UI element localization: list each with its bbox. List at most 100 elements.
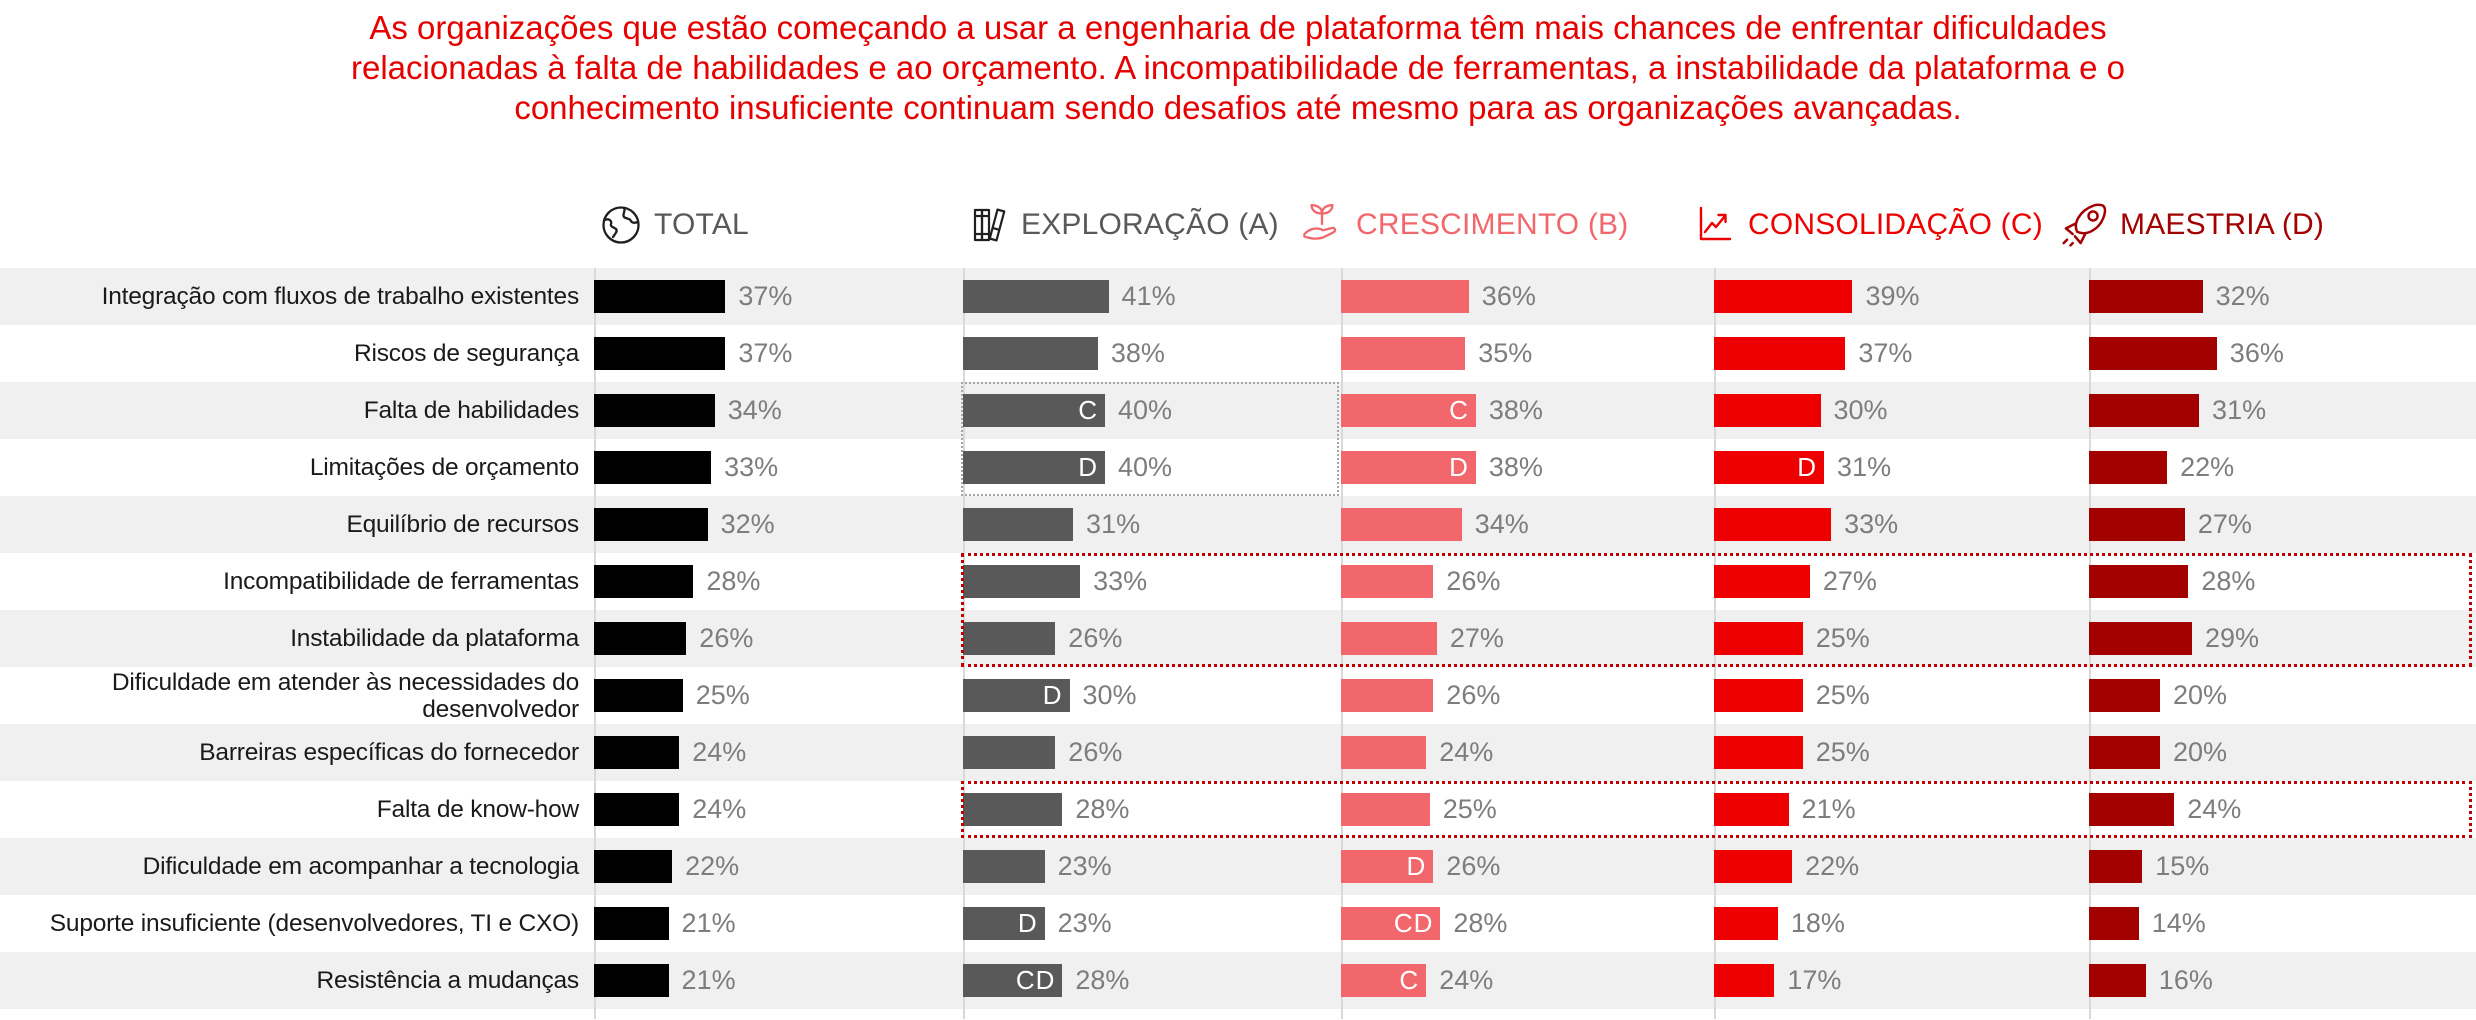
bar: D [1341,850,1434,883]
bar-cell: C 38% [1341,382,1714,439]
bar: C [1341,964,1427,997]
bar-value-label: 33% [1093,566,1148,596]
bar-value-label: 28% [2201,566,2256,596]
bar-cell: 31% [2089,382,2476,439]
bar-cell: 22% [1714,838,2089,895]
bar-value-label: 24% [692,737,747,767]
bar-value-label: 20% [2173,680,2228,710]
bar-cell: D 38% [1341,439,1714,496]
bar-cell: 26% [963,724,1341,781]
bar-cell: 31% [963,496,1341,553]
bar-cell: 33% [1714,496,2089,553]
column-header-label: TOTAL [654,208,749,241]
bar-cell: C 40% [963,382,1341,439]
bar [2089,850,2143,883]
significance-tag: C [1078,395,1098,425]
bar [963,565,1081,598]
bar-value-label: 23% [1057,908,1112,938]
column-header-label: CONSOLIDAÇÃO (C) [1748,208,2043,241]
bar-cell: 24% [594,724,963,781]
bar: C [1341,394,1476,427]
bar-value-label: 39% [1865,281,1920,311]
bar-cell: D 26% [1341,838,1714,895]
title-line-2: relacionadas à falta de habilidades e ao… [351,49,2125,86]
bar-cell: 26% [1341,667,1714,724]
bar-cell: 33% [963,553,1341,610]
bar-value-label: 26% [1068,623,1123,653]
column-header-label: CRESCIMENTO (B) [1356,208,1629,241]
bar-cell: 21% [1714,781,2089,838]
significance-tag: D [1017,908,1038,938]
bar-value-label: 17% [1787,965,1842,995]
bar [594,679,683,712]
bar-value-label: 31% [1837,452,1892,482]
bar [1341,736,1427,769]
bar-cell: 28% [594,553,963,610]
bar-value-label: 26% [1446,851,1501,881]
bar-cell: 21% [594,952,963,1009]
bar-value-label: 28% [1075,794,1130,824]
table-row: Instabilidade da plataforma 26% 26% 27% 25% 2… [0,610,2476,667]
bar-cell: D 23% [963,895,1341,952]
table-row: Barreiras específicas do fornecedor 24% 26… [0,724,2476,781]
bar [1341,280,1469,313]
bar-cell: CD 28% [963,952,1341,1009]
bar-value-label: 40% [1118,452,1173,482]
row-label: Falta de know-how [376,796,579,823]
bar [2089,451,2168,484]
bar-value-label: 30% [1082,680,1137,710]
bar-value-label: 22% [1805,851,1860,881]
bar [594,508,708,541]
column-header-5: MAESTRIA (D) [2058,186,2324,264]
bar-cell: 21% [594,895,963,952]
bar [1714,565,1810,598]
table-row: Equilíbrio de recursos 32% 31% 34% 33% 27% [0,496,2476,553]
column-header-4: CONSOLIDAÇÃO (C) [1692,186,2043,264]
bar-cell: C 24% [1341,952,1714,1009]
significance-tag: CD [1015,965,1056,995]
bar [1714,850,1793,883]
bar [2089,280,2203,313]
bar-value-label: 24% [1439,965,1494,995]
bar-value-label: 20% [2173,737,2228,767]
bar [963,280,1109,313]
bar-cell: 34% [1341,496,1714,553]
bar-cell: 24% [2089,781,2476,838]
bar-cell: 25% [1714,667,2089,724]
bar-value-label: 28% [1075,965,1130,995]
significance-tag: CD [1393,908,1434,938]
bar-cell: 24% [1341,724,1714,781]
bar: D [1714,451,1825,484]
bar-cell: 41% [963,268,1341,325]
bar-value-label: 40% [1118,395,1173,425]
bar: CD [963,964,1063,997]
bar: D [963,907,1045,940]
bar-cell: 23% [963,838,1341,895]
bar-cell: 18% [1714,895,2089,952]
bar-value-label: 38% [1110,338,1165,368]
bar-cell: 38% [963,325,1341,382]
bar-cell: 25% [1714,724,2089,781]
bar-value-label: 37% [738,281,793,311]
bar-value-label: 25% [1815,623,1870,653]
bar [594,907,669,940]
bar-value-label: 31% [2212,395,2267,425]
bar-value-label: 30% [1833,395,1888,425]
bar-value-label: 21% [1801,794,1856,824]
table-row: Riscos de segurança 37% 38% 35% 37% 36% [0,325,2476,382]
bar [594,394,715,427]
bar-cell: 14% [2089,895,2476,952]
bar-value-label: 41% [1121,281,1176,311]
table-row: Suporte insuficiente (desenvolvedores, T… [0,895,2476,952]
bar-value-label: 25% [695,680,750,710]
bar-cell: 36% [1341,268,1714,325]
row-label: Suporte insuficiente (desenvolvedores, T… [49,910,579,937]
bar: D [1341,451,1476,484]
bar [1341,508,1462,541]
significance-tag: C [1399,965,1420,995]
bar-value-label: 26% [1446,566,1501,596]
column-header-2: EXPLORAÇÃO (A) [965,186,1279,264]
bar [1714,964,1775,997]
bar-cell: 28% [963,781,1341,838]
bar-value-label: 34% [727,395,782,425]
